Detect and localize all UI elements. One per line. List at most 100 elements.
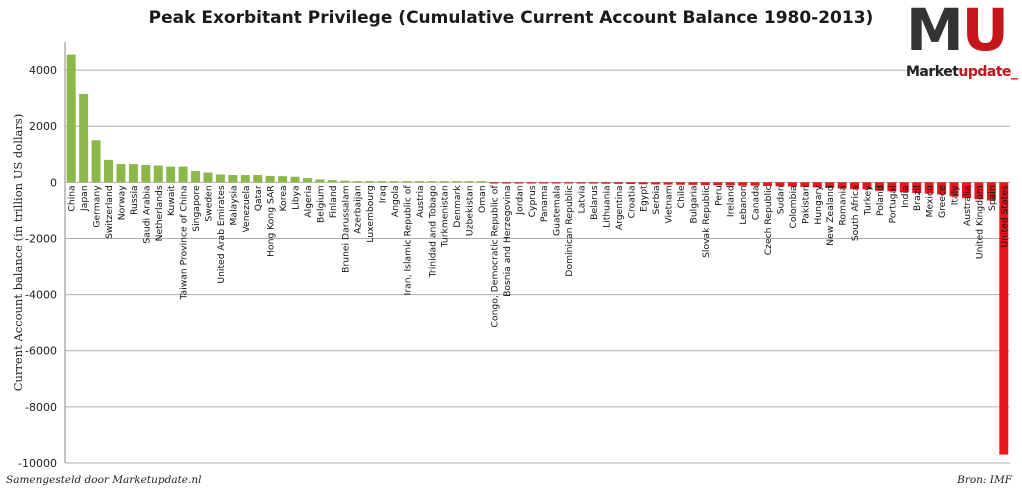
bar: [352, 181, 362, 183]
bar: [203, 172, 213, 183]
x-tick-label: Italy: [950, 185, 961, 205]
source-text: Bron: IMF: [957, 474, 1012, 486]
x-tick-label: Serbia: [651, 185, 662, 214]
bar: [390, 181, 399, 183]
x-tick-label: Kuwait: [166, 185, 177, 216]
x-tick-label: Saudi Arabia: [141, 185, 152, 243]
x-tick-label: Malaysia: [228, 185, 239, 225]
bar: [402, 181, 412, 183]
bar: [141, 164, 151, 183]
bar: [66, 54, 76, 183]
x-tick-label: India: [900, 185, 911, 208]
x-tick-label: Oman: [477, 185, 488, 213]
bar: [626, 182, 636, 185]
bar: [191, 171, 201, 183]
bar: [265, 175, 275, 183]
x-tick-label: Latvia: [577, 185, 588, 213]
x-tick-label: Korea: [278, 185, 289, 211]
bar: [166, 166, 176, 183]
x-tick-label: Libya: [291, 185, 302, 210]
x-tick-label: Switzerland: [104, 185, 115, 239]
x-tick-label: Hungary: [813, 185, 824, 225]
x-tick-label: New Zealand: [825, 185, 836, 245]
y-tick-label: -10000: [18, 457, 57, 470]
x-tick-label: Greece: [937, 185, 948, 218]
bar: [452, 181, 462, 183]
x-tick-label: Luxembourg: [365, 185, 376, 242]
bar: [564, 182, 574, 184]
x-tick-label: Brunei Darussalam: [340, 185, 351, 273]
x-tick-label: Singapore: [191, 185, 202, 232]
x-tick-label: Czech Republic: [763, 185, 774, 255]
bar: [377, 181, 387, 183]
x-tick-label: South Africa: [850, 185, 861, 241]
bar: [924, 182, 934, 194]
bar: [576, 182, 586, 184]
bar: [962, 182, 971, 199]
y-tick-label: -6000: [25, 345, 57, 358]
logo-mu-mark: MU: [906, 0, 1009, 64]
y-tick-label: -8000: [25, 401, 57, 414]
bar: [464, 181, 474, 183]
bar: [713, 182, 723, 186]
x-tick-label: Turkey: [863, 185, 874, 216]
bar: [887, 182, 897, 192]
bar: [899, 182, 909, 193]
bar: [750, 182, 760, 186]
bar: [104, 159, 113, 183]
y-tick-label: -2000: [25, 232, 57, 245]
x-tick-label: Trinidad and Tobago: [427, 185, 438, 278]
bar: [477, 181, 487, 183]
x-tick-label: Belarus: [589, 185, 600, 220]
x-tick-label: Sweden: [203, 185, 214, 221]
bar: [539, 182, 549, 184]
bar: [862, 182, 872, 190]
x-tick-label: Turkmenistan: [440, 185, 451, 248]
bar: [775, 182, 785, 187]
bar: [427, 181, 437, 183]
bar: [514, 182, 524, 184]
logo-wordmark: Marketupdate_: [906, 64, 1018, 80]
bar: [526, 182, 536, 184]
x-tick-label: Norway: [116, 185, 127, 220]
x-tick-label: Lithuania: [601, 185, 612, 228]
x-tick-label: Dominican Republic: [564, 185, 575, 276]
bar: [228, 175, 238, 183]
bar: [725, 182, 735, 186]
y-tick-label: 2000: [29, 120, 57, 133]
bar: [837, 182, 847, 189]
x-tick-label: Iraq: [378, 185, 389, 203]
x-tick-label: Cyprus: [527, 185, 538, 217]
y-tick-label: 4000: [29, 64, 57, 77]
x-tick-label: Brazil: [912, 185, 923, 211]
bar: [551, 182, 561, 184]
x-tick-label: Guatemala: [552, 185, 563, 236]
x-tick-label: Venezuela: [241, 185, 252, 232]
x-tick-label: Finland: [328, 185, 339, 218]
bar: [178, 166, 188, 183]
bar: [874, 182, 884, 191]
bar: [278, 176, 288, 183]
x-tick-label: Uzbekistan: [465, 185, 476, 236]
bar: [215, 174, 225, 183]
x-axis-labels: China Japan Germany Switzerland Norway Russia…: [67, 185, 1011, 328]
bar: [638, 182, 648, 185]
bar: [700, 182, 710, 186]
x-tick-label: United States: [999, 185, 1010, 247]
x-tick-label: Romania: [838, 185, 849, 225]
x-tick-label: Lebanon: [738, 185, 749, 225]
bar: [937, 182, 947, 195]
bar: [763, 182, 773, 186]
x-tick-label: Poland: [875, 185, 886, 216]
credit-text: Samengesteld door Marketupdate.nl: [6, 474, 202, 486]
x-tick-label: Australia: [962, 185, 973, 226]
bar: [153, 165, 163, 183]
bar: [588, 182, 598, 184]
bar: [601, 182, 611, 184]
bar: [116, 164, 126, 183]
x-tick-label: Mexico: [925, 185, 936, 217]
x-tick-label: Argentina: [614, 185, 625, 230]
x-tick-label: Peru: [713, 185, 724, 205]
bar: [290, 176, 300, 183]
bars: [66, 54, 1009, 455]
